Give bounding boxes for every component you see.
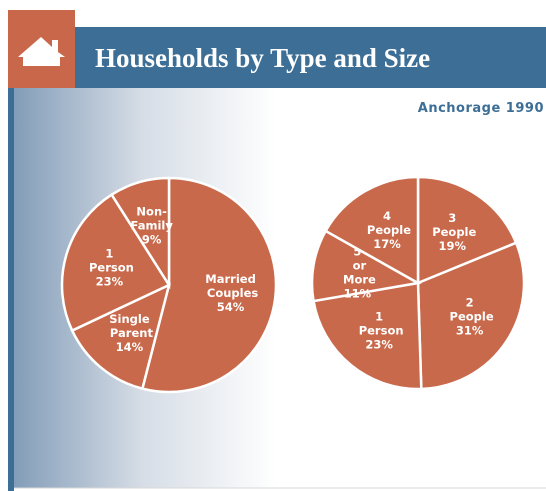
- pie-slice: [60, 192, 171, 333]
- value-label: 54%: [217, 300, 245, 314]
- pie-slice: [416, 241, 526, 391]
- pie-slice: [140, 176, 278, 394]
- left-strip: [8, 88, 14, 491]
- value-label: 11%: [344, 287, 372, 301]
- header-bar: [68, 27, 546, 88]
- slice-label: 1 Person: [85, 247, 134, 275]
- pie-slice: [70, 282, 171, 391]
- pie-slice: [310, 229, 422, 303]
- slice-label: Non-Family: [131, 204, 174, 232]
- slice-label: 4 People: [363, 209, 411, 237]
- value-label: 17%: [373, 237, 401, 251]
- title: Households by Type and Size: [95, 43, 430, 73]
- slice-label: 5 or More: [339, 245, 376, 287]
- subtitle: Anchorage 1990: [418, 101, 544, 116]
- slice-label: 3 People: [428, 211, 476, 239]
- slice-label: 1 Person: [355, 310, 404, 338]
- slice-label: Single Parent: [106, 312, 154, 340]
- value-label: 31%: [456, 323, 484, 337]
- value-label: 9%: [142, 232, 162, 246]
- value-label: 19%: [438, 239, 466, 253]
- pie-slice: [416, 175, 518, 285]
- pie-slice: [109, 176, 171, 290]
- slice-label: Married Couples: [203, 272, 259, 300]
- pie-slice: [323, 175, 420, 286]
- value-label: 14%: [116, 340, 144, 354]
- value-label: 23%: [96, 275, 124, 289]
- house-icon: [18, 37, 65, 66]
- slice-label: 2 People: [446, 295, 494, 323]
- pie-slice: [312, 281, 423, 391]
- value-label: 23%: [365, 338, 393, 352]
